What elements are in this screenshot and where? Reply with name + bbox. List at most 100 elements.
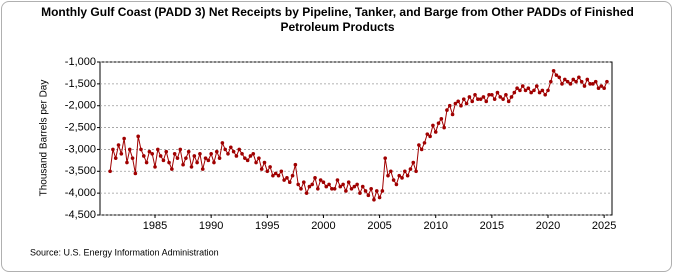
data-point [490,92,494,97]
data-point [537,90,542,95]
data-point [257,156,261,160]
data-point [316,186,320,191]
data-point [240,152,244,156]
data-point [498,95,503,99]
data-point [113,156,118,160]
x-tick-label: 1990 [199,220,223,232]
data-point [290,173,295,178]
data-point [593,79,598,84]
data-point [504,92,508,97]
data-point [450,112,455,117]
data-point [445,108,449,112]
data-point [560,82,564,86]
data-point [563,77,567,82]
data-point [492,97,497,101]
data-point [203,156,208,160]
data-point [456,99,460,104]
data-point [301,180,306,185]
data-point [161,158,166,163]
data-point [386,173,390,178]
y-tick-label: -4,500 [65,209,96,221]
data-point [605,79,609,84]
data-point [568,82,573,86]
data-point [346,180,351,185]
data-point [389,169,393,174]
data-point [116,143,121,147]
data-point [313,176,317,180]
data-point [428,134,432,139]
data-point [565,79,570,84]
data-point [602,86,606,91]
data-point [425,132,430,136]
data-point [198,152,202,156]
data-point [245,158,250,163]
data-point [515,86,519,91]
data-point [170,167,174,171]
data-point [478,97,483,101]
data-point [181,162,185,167]
data-point [422,141,427,145]
data-point [164,149,169,154]
data-point [327,182,331,187]
data-point [582,84,587,88]
data-point [557,75,562,80]
data-point [495,90,500,95]
data-point [209,152,213,156]
data-point [330,186,334,191]
data-point [217,156,222,160]
data-point [287,180,292,185]
data-point [167,160,171,165]
data-point [229,145,233,150]
data-point [380,189,385,193]
data-point [212,160,216,165]
data-point [487,92,491,97]
data-point [186,149,191,154]
y-tick-label: -1,500 [65,78,96,90]
data-point [520,84,525,88]
data-point [363,189,368,193]
data-point [136,134,140,139]
data-point [543,92,547,97]
data-point [523,88,528,93]
data-point [512,90,517,95]
y-axis-label: Thousand Barrels per Day [39,80,50,197]
data-point [403,169,407,174]
data-point [192,154,197,158]
data-point [397,173,402,178]
data-point [125,160,129,165]
data-point [268,165,272,169]
data-point [130,156,135,160]
data-point [540,88,545,93]
data-point [307,184,312,189]
data-point [158,154,163,158]
data-point [338,184,343,189]
data-point [473,92,477,97]
data-point [119,152,124,156]
data-point [447,103,452,108]
data-point [226,152,230,156]
plot-area [99,61,613,216]
data-point [133,171,138,176]
chart-title: Monthly Gulf Coast (PADD 3) Net Receipts… [41,5,634,34]
x-tick-label: 2005 [367,220,391,232]
data-point [172,152,177,156]
data-point [111,147,115,152]
data-point [220,141,225,145]
data-point [262,160,267,165]
x-tick-label: 1985 [143,220,167,232]
data-point [509,95,514,99]
data-point [532,88,536,93]
data-point [574,79,578,84]
data-point [534,84,539,88]
y-tick-label: -1,000 [65,56,96,68]
x-tick-label: 2010 [423,220,447,232]
data-point [324,184,329,189]
data-point [526,86,531,91]
data-point [195,160,199,165]
data-point [431,123,435,128]
data-point [369,186,373,191]
data-point [223,147,227,152]
data-point [344,189,348,193]
data-point [405,173,410,178]
